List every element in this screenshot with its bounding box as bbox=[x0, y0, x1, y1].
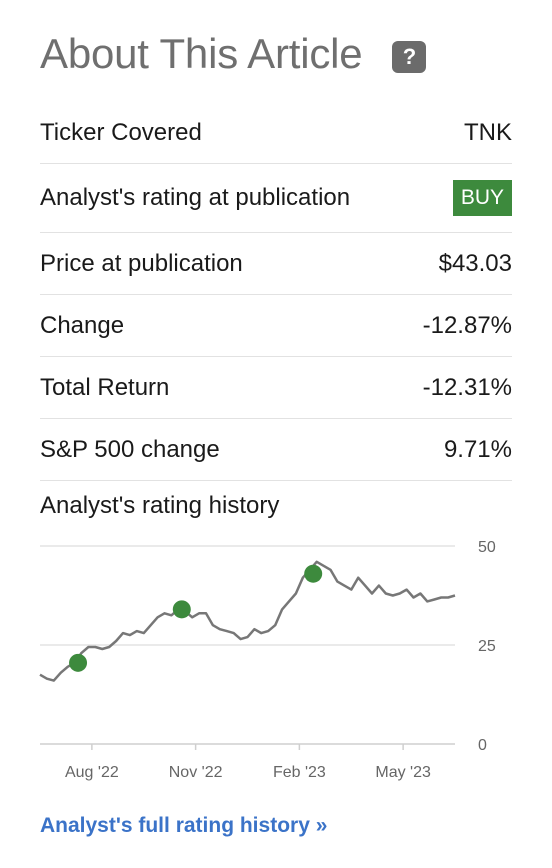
y-tick-label: 50 bbox=[478, 539, 496, 556]
rating-history-title: Analyst's rating history bbox=[40, 492, 280, 519]
price-line bbox=[39, 560, 456, 682]
help-icon[interactable]: ? bbox=[392, 41, 427, 73]
x-tick-label: May '23 bbox=[375, 764, 431, 781]
total-return-label: Total Return bbox=[40, 373, 170, 401]
full-rating-history-link[interactable]: Analyst's full rating history » bbox=[40, 814, 328, 837]
x-tick-label: Aug '22 bbox=[65, 764, 119, 781]
change-value: -12.87% bbox=[422, 311, 512, 339]
sp500-value: 9.71% bbox=[443, 435, 512, 463]
row-rating: Analyst's rating at publication BUY bbox=[40, 164, 512, 233]
price-label: Price at publication bbox=[40, 249, 243, 277]
ticker-label: Ticker Covered bbox=[40, 118, 202, 146]
row-total-return: Total Return -12.31% bbox=[40, 357, 512, 419]
rating-marker bbox=[69, 653, 88, 672]
x-tick-label: Nov '22 bbox=[169, 764, 223, 781]
rating-marker bbox=[304, 564, 323, 583]
y-tick-label: 25 bbox=[478, 638, 496, 655]
total-return-value: -12.31% bbox=[422, 373, 512, 401]
article-stats: Ticker Covered TNK Analyst's rating at p… bbox=[40, 102, 512, 481]
rating-label: Analyst's rating at publication bbox=[40, 184, 351, 211]
row-sp500: S&P 500 change 9.71% bbox=[40, 419, 512, 481]
row-price: Price at publication $43.03 bbox=[40, 233, 512, 295]
title-bar: About This Article ? bbox=[40, 30, 427, 78]
y-tick-label: 0 bbox=[478, 737, 487, 754]
page-title: About This Article bbox=[40, 30, 363, 77]
rating-badge: BUY bbox=[452, 180, 512, 216]
change-label: Change bbox=[40, 311, 125, 339]
row-change: Change -12.87% bbox=[40, 295, 512, 357]
row-ticker: Ticker Covered TNK bbox=[40, 102, 512, 164]
rating-marker bbox=[172, 600, 191, 619]
price-value: $43.03 bbox=[438, 249, 512, 277]
x-tick-label: Feb '23 bbox=[273, 764, 326, 781]
ticker-link[interactable]: TNK bbox=[464, 118, 512, 146]
rating-history-chart: 0 25 50 Aug '22 Nov '22 Feb '23 May '23 bbox=[39, 539, 496, 781]
sp500-label: S&P 500 change bbox=[40, 435, 220, 463]
